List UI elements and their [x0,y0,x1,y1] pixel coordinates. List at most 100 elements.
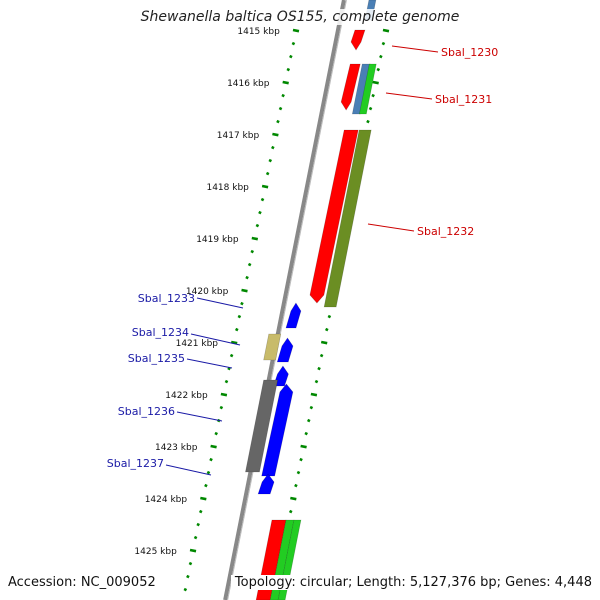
gene-leader-line [165,464,212,476]
accession-label: Accession: NC_009052 [8,575,156,590]
gene-leader-line [196,297,244,309]
tick-mark [251,236,259,241]
gene-bar [340,63,361,111]
tick-mark [371,93,375,98]
tick-mark [278,106,283,111]
tick-mark [196,522,200,527]
tick-mark [309,405,314,410]
tick-mark [247,262,252,267]
tick-mark [382,28,390,33]
tick-mark [288,509,293,514]
tick-mark [281,93,285,98]
gene-bar [276,337,294,363]
tick-mark [206,470,211,475]
tick-mark [261,184,269,189]
tick-mark [220,392,228,397]
gene-label-sbal-1236: Sbal_1236 [118,405,175,418]
tick-mark [241,288,248,293]
scale-label: 1418 kbp [206,183,249,193]
tick-mark [276,119,280,124]
tick-mark [219,405,224,410]
tick-mark [230,340,238,345]
map-title: Shewanella baltica OS155, complete genom… [0,9,600,25]
tick-mark [366,119,370,124]
tick-mark [210,444,217,449]
tick-mark [229,353,234,358]
scale-label: 1420 kbp [186,287,229,297]
tick-mark [289,54,293,59]
tick-mark [255,223,260,228]
gene-label-sbal-1231: Sbal_1231 [435,93,492,106]
tick-mark [204,483,208,488]
tick-mark [224,379,229,384]
genome-stats: Topology: circular; Length: 5,127,376 bp… [230,575,592,590]
gene-leader-line [176,411,223,422]
tick-mark [209,457,213,462]
tick-mark [258,210,262,215]
gene-leader-line [385,92,433,100]
scale-label: 1423 kbp [155,443,198,453]
gene-leader-line [391,45,439,53]
scale-label: 1422 kbp [165,391,208,401]
tick-mark [237,314,242,319]
backbone-highlight [227,0,347,600]
tick-mark [372,80,379,85]
tick-mark [320,340,328,345]
backbone-line [223,0,346,600]
gene-label-sbal-1232: Sbal_1232 [417,225,474,238]
gene-bar [358,63,377,115]
tick-mark [379,54,383,59]
tick-mark [227,366,231,371]
tick-mark [314,379,319,384]
gene-leader-line [367,223,415,232]
gene-bar [323,129,372,308]
tick-mark [286,67,291,72]
gene-bar [257,473,275,495]
gene-label-sbal-1233: Sbal_1233 [138,292,195,305]
scale-label: 1415 kbp [237,27,280,37]
tick-mark [268,158,273,163]
gene-label-sbal-1230: Sbal_1230 [441,46,498,59]
tick-mark [272,132,279,137]
tick-mark [265,171,270,176]
scale-label: 1417 kbp [217,131,260,141]
gene-label-sbal-1234: Sbal_1234 [132,326,189,339]
scale-label: 1419 kbp [196,235,239,245]
gene-label-sbal-1237: Sbal_1237 [107,457,164,470]
gene-label-sbal-1235: Sbal_1235 [128,352,185,365]
tick-mark [186,574,190,579]
tick-mark [200,496,207,501]
gene-bar [309,129,359,304]
gene-features [245,0,377,600]
scale-labels: 1415 kbp 1416 kbp 1417 kbp 1418 kbp 1419 kbp… [134,27,280,557]
scale-label: 1416 kbp [227,79,270,89]
tick-mark [183,587,188,592]
tick-mark [324,327,329,332]
tick-mark [290,496,297,501]
gene-bar [350,29,366,51]
tick-mark [188,561,193,566]
tick-mark [294,483,298,488]
tick-mark [376,67,381,72]
tick-mark [240,301,244,306]
tick-mark [327,314,332,319]
tick-mark [234,327,239,332]
tick-mark [198,509,203,514]
tick-mark [282,80,289,85]
tick-mark [250,249,255,254]
tick-mark [319,353,324,358]
tick-mark [317,366,321,371]
tick-mark [300,444,307,449]
genome-backbone [223,0,347,600]
tick-mark [189,548,197,553]
tick-mark [304,431,308,436]
tick-mark [291,41,296,46]
gene-bar [245,379,279,473]
gene-leader-line [190,333,241,346]
gene-labels: Sbal_1230 Sbal_1231 Sbal_1232 Sbal_1233 Sbal… [107,45,498,476]
tick-mark [310,392,318,397]
tick-mark [381,41,386,46]
tick-mark [296,470,301,475]
